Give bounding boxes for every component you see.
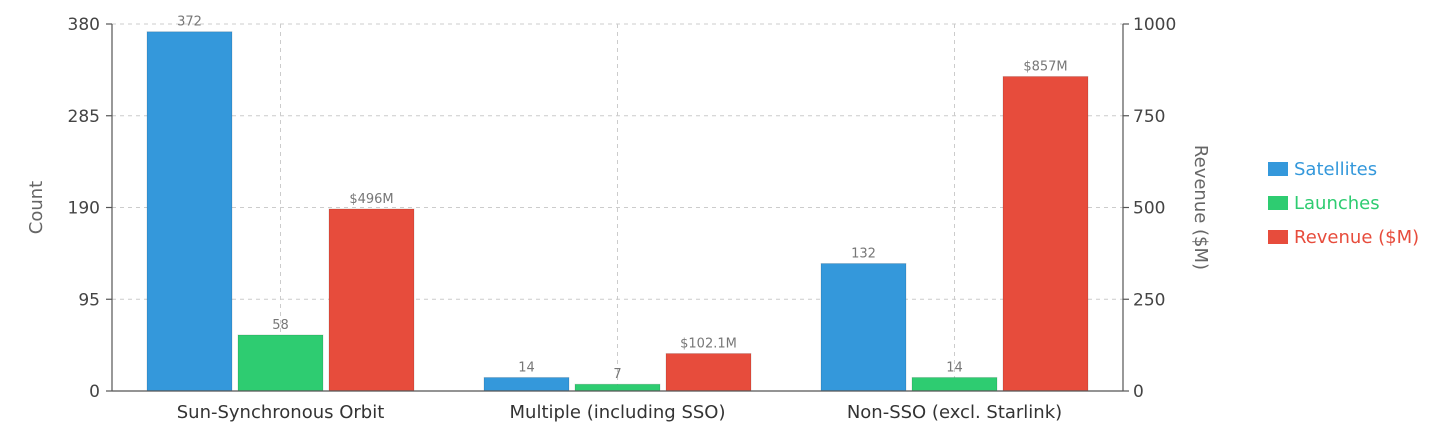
legend-swatch-revenue — [1268, 230, 1288, 244]
x-tick-label: Sun-Synchronous Orbit — [177, 402, 385, 423]
y-axis-title: Count — [26, 181, 47, 234]
y-tick-label: 285 — [68, 107, 100, 127]
bar-launches-1 — [237, 334, 324, 392]
y2-tick-label: 0 — [1133, 382, 1144, 402]
legend-item-revenue[interactable]: Revenue ($M) — [1268, 220, 1419, 254]
legend-label-revenue: Revenue ($M) — [1294, 226, 1420, 248]
data-label: 58 — [272, 318, 289, 333]
bar-satellites-2 — [483, 376, 570, 392]
legend-item-satellites[interactable]: Satellites — [1268, 152, 1419, 186]
y-tick-label: 190 — [68, 199, 100, 219]
data-label: 132 — [851, 247, 876, 262]
y-tick-label: 0 — [89, 382, 100, 402]
x-tick-label: Non-SSO (excl. Starlink) — [847, 402, 1062, 423]
data-label: 7 — [613, 367, 621, 382]
bar-revenue-m-3 — [1002, 75, 1089, 392]
y-tick-label: 380 — [68, 15, 100, 35]
legend-label-satellites: Satellites — [1294, 158, 1378, 180]
y2-tick-label: 750 — [1133, 107, 1165, 127]
y2-tick-label: 250 — [1133, 290, 1165, 310]
bar-launches-2 — [574, 383, 661, 392]
data-label: $496M — [349, 192, 393, 207]
legend: Satellites Launches Revenue ($M) — [1268, 152, 1419, 254]
bar-revenue-m-1 — [328, 208, 415, 392]
y-tick-label: 95 — [78, 290, 100, 310]
y2-tick-label: 500 — [1133, 199, 1165, 219]
data-label: $857M — [1023, 59, 1067, 74]
y2-tick-label: 1000 — [1133, 15, 1176, 35]
legend-swatch-launches — [1268, 196, 1288, 210]
legend-label-launches: Launches — [1294, 192, 1380, 214]
bar-satellites-1 — [146, 31, 233, 392]
data-label: 14 — [518, 360, 535, 375]
bar-launches-3 — [911, 376, 998, 392]
legend-swatch-satellites — [1268, 162, 1288, 176]
bar-revenue-m-2 — [665, 353, 752, 392]
y2-axis-title: Revenue ($M) — [1190, 145, 1211, 270]
bar-satellites-3 — [820, 263, 907, 392]
data-label: 14 — [946, 360, 963, 375]
x-tick-label: Multiple (including SSO) — [510, 402, 726, 423]
data-label: $102.1M — [680, 337, 737, 352]
legend-item-launches[interactable]: Launches — [1268, 186, 1419, 220]
data-label: 372 — [177, 15, 202, 30]
